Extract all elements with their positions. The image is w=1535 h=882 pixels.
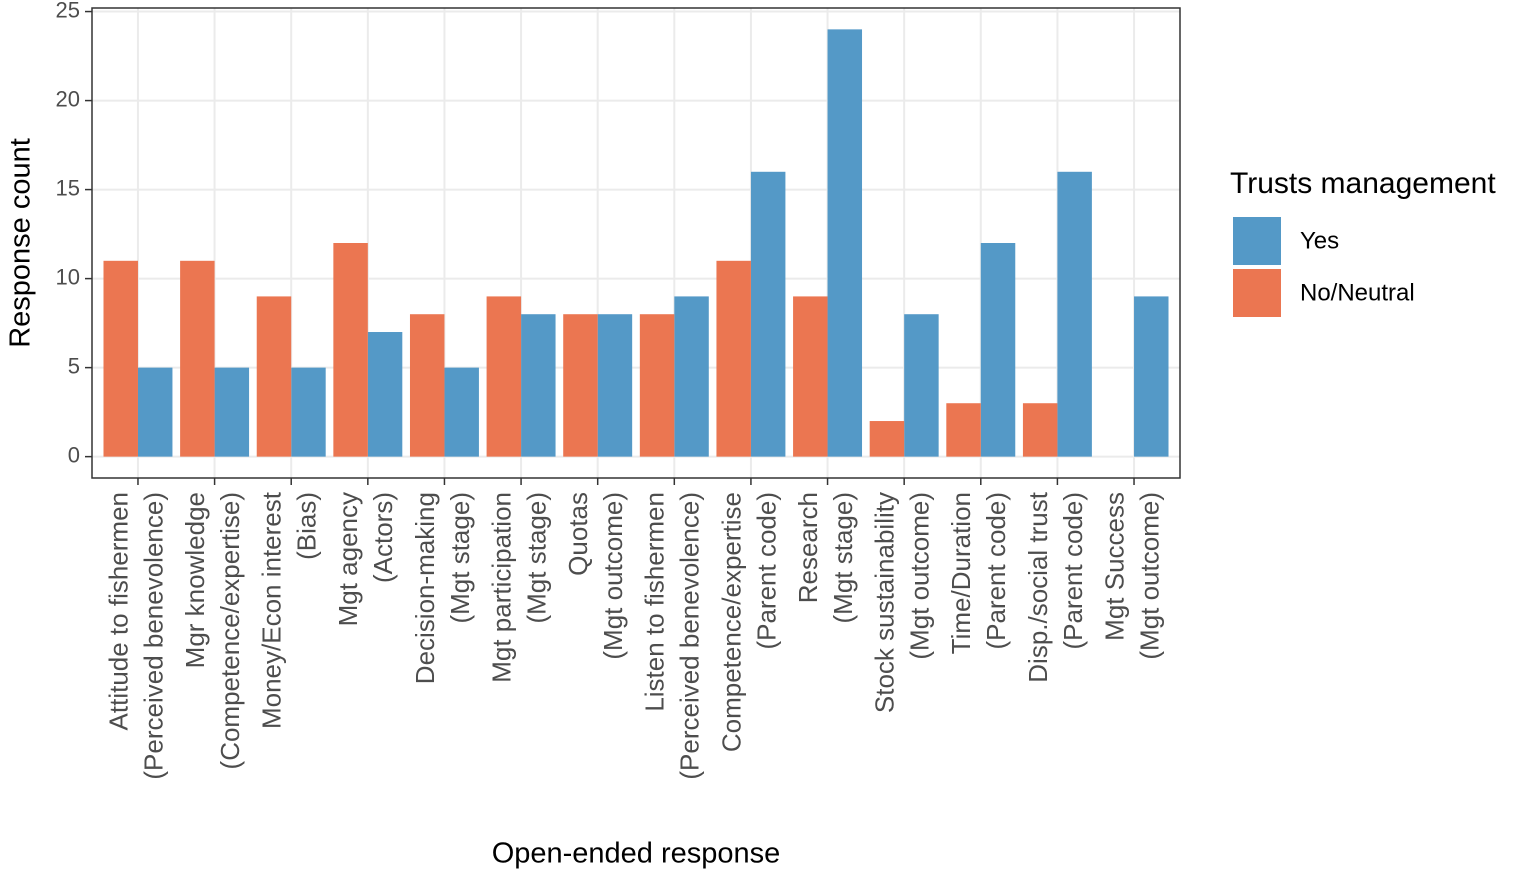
bar: [750, 171, 786, 457]
x-tick-label: Mgt agency: [333, 492, 363, 626]
bar: [1057, 171, 1092, 457]
bar: [869, 421, 905, 457]
panel: [92, 8, 1180, 478]
y-tick-label: 0: [68, 442, 80, 467]
x-tick-label: Listen to fishermen: [640, 492, 670, 712]
bar: [827, 29, 863, 457]
bar: [367, 332, 403, 457]
x-tick-label: (Mgt outcome): [905, 492, 935, 660]
x-tick-label: (Parent code): [981, 492, 1011, 650]
x-tick-label: Decision-making: [410, 492, 440, 684]
x-tick-label: (Parent code): [751, 492, 781, 650]
bar: [521, 314, 556, 457]
bar: [1134, 296, 1169, 457]
x-tick-label: (Mgt outcome): [598, 492, 628, 660]
bar: [674, 296, 709, 457]
bar: [180, 260, 215, 457]
x-tick-label: Attitude to fishermen: [103, 492, 133, 730]
y-tick-label: 10: [56, 264, 80, 289]
y-tick-label: 25: [56, 0, 80, 22]
x-tick-label: Competence/expertise: [716, 492, 746, 752]
bar: [333, 243, 368, 457]
bar: [597, 314, 633, 457]
bar: [409, 314, 445, 457]
y-axis-title: Response count: [5, 138, 37, 348]
bar: [946, 403, 981, 457]
bar: [793, 296, 828, 457]
legend-label: No/Neutral: [1300, 279, 1415, 306]
y-tick-label: 5: [68, 353, 80, 378]
bar: [137, 367, 173, 457]
x-tick-label: Money/Econ interest: [257, 491, 287, 729]
x-tick-label: Mgt participation: [486, 492, 516, 683]
legend-key: [1233, 269, 1281, 317]
x-tick-label: (Mgt outcome): [1134, 492, 1164, 660]
x-tick-label: Time/Duration: [946, 492, 976, 654]
x-tick-label: Mgr knowledge: [180, 492, 210, 668]
bar: [486, 296, 522, 457]
y-tick-label: 20: [56, 86, 80, 111]
x-tick-label: (Mgt stage): [445, 492, 475, 624]
x-tick-label: (Perceived benevolence): [138, 492, 168, 780]
x-tick-label: (Mgt stage): [521, 492, 551, 624]
legend-title: Trusts management: [1230, 167, 1496, 200]
x-tick-label: (Parent code): [1058, 492, 1088, 650]
y-tick-label: 15: [56, 175, 80, 200]
bar: [103, 260, 138, 457]
x-tick-label: (Actors): [368, 492, 398, 583]
bar: [980, 243, 1016, 457]
bar: [1022, 403, 1058, 457]
bar: [291, 367, 326, 457]
x-tick-label: (Bias): [292, 492, 322, 560]
x-tick-label: Quotas: [563, 492, 593, 576]
legend-key: [1233, 217, 1281, 265]
x-tick-label: (Mgt stage): [828, 492, 858, 624]
x-tick-label: (Perceived benevolence): [675, 492, 705, 780]
panel-border: [91, 7, 1181, 479]
bar: [563, 314, 598, 457]
x-tick-label: Mgt Success: [1099, 492, 1129, 641]
bar: [214, 367, 250, 457]
bar: [256, 296, 292, 457]
bar: [444, 367, 479, 457]
legend-label: Yes: [1300, 227, 1339, 254]
x-tick-label: Research: [793, 492, 823, 603]
bar: [716, 260, 751, 457]
x-axis-title: Open-ended response: [492, 838, 781, 870]
bar: [904, 314, 939, 457]
x-tick-label: Disp./social trust: [1023, 491, 1053, 682]
bar: [639, 314, 675, 457]
x-tick-label: (Competence/expertise): [215, 492, 245, 769]
x-tick-label: Stock sustainability: [870, 492, 900, 713]
